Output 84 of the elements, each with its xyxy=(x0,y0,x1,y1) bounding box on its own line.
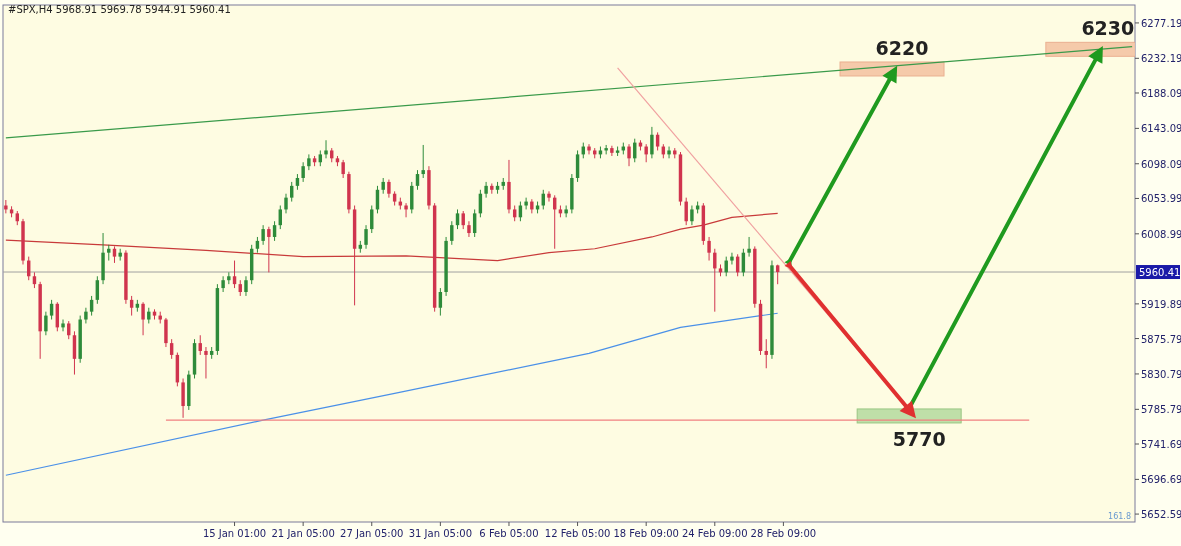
candlestick xyxy=(404,202,408,218)
candlestick xyxy=(181,378,185,419)
chart-title: #SPX,H4 5968.91 5969.78 5944.91 5960.41 xyxy=(8,4,231,15)
x-tick-label: 21 Jan 05:00 xyxy=(271,528,335,539)
candlestick xyxy=(421,144,425,179)
x-tick-label: 24 Feb 09:00 xyxy=(681,528,748,539)
candlestick xyxy=(364,224,368,250)
y-tick-label: 5785.79 xyxy=(1141,404,1181,416)
y-tick-label: 6143.09 xyxy=(1141,123,1181,135)
candlestick xyxy=(524,197,528,210)
candlestick xyxy=(290,181,294,203)
candlestick xyxy=(61,319,65,332)
candlestick xyxy=(4,199,8,214)
candlestick xyxy=(169,338,174,360)
y-tick-label: 5830.79 xyxy=(1141,368,1181,380)
candlestick xyxy=(284,193,288,214)
y-tick-label: 6053.99 xyxy=(1141,193,1181,205)
y-tick-label: 5696.69 xyxy=(1141,474,1181,486)
candlestick xyxy=(667,146,671,159)
candlestick xyxy=(261,224,265,246)
candlestick xyxy=(467,220,471,238)
candlestick xyxy=(301,161,305,183)
y-tick-label: 5741.69 xyxy=(1141,439,1181,451)
annotation: 6230 xyxy=(1081,17,1135,40)
candlestick xyxy=(564,205,568,218)
x-tick-label: 12 Feb 05:00 xyxy=(544,528,611,539)
y-tick-label: 6232.19 xyxy=(1141,53,1181,65)
candlestick xyxy=(690,205,694,226)
candlestick xyxy=(267,226,271,273)
candlestick xyxy=(655,131,660,151)
candlestick xyxy=(370,205,374,234)
candlestick xyxy=(341,159,345,179)
ref-line-label: 5960.41 xyxy=(1139,267,1181,279)
candlestick xyxy=(49,299,54,321)
candlestick xyxy=(67,320,71,340)
x-tick-label: 15 Jan 01:00 xyxy=(202,528,267,539)
candlestick xyxy=(244,275,248,297)
y-tick-label: 5652.59 xyxy=(1141,509,1181,521)
candlestick xyxy=(587,143,591,155)
candlestick xyxy=(541,189,545,210)
candlestick xyxy=(730,252,734,265)
line-series xyxy=(5,212,779,262)
candlestick xyxy=(95,275,100,305)
candlestick xyxy=(164,317,168,348)
candlestick xyxy=(307,153,311,171)
annotation: 161.8 xyxy=(1108,512,1131,521)
candlestick xyxy=(627,143,631,167)
candlestick xyxy=(415,169,420,191)
y-tick-label: 6188.09 xyxy=(1141,88,1181,99)
candlestick xyxy=(484,181,488,199)
candlestick xyxy=(455,208,460,230)
candlestick xyxy=(272,220,277,242)
y-tick-label: 5875.79 xyxy=(1141,333,1181,345)
candlestick xyxy=(547,190,551,203)
candlestick xyxy=(684,197,688,226)
y-tick-label: 6098.09 xyxy=(1141,158,1181,170)
candlestick xyxy=(450,220,454,246)
candlestick xyxy=(44,311,48,336)
y-tick-label: 5919.89 xyxy=(1141,298,1181,310)
x-tick-label: 28 Feb 09:00 xyxy=(750,528,817,539)
candlestick xyxy=(461,210,465,230)
candlestick xyxy=(644,143,648,163)
candlestick xyxy=(89,295,94,317)
candlestick xyxy=(650,126,654,159)
annotation: 5770 xyxy=(892,427,946,450)
x-tick-label: 6 Feb 05:00 xyxy=(479,528,539,539)
candlestick xyxy=(747,236,751,258)
annotation: 6220 xyxy=(875,36,929,59)
y-tick-label: 6277.19 xyxy=(1141,17,1181,29)
line-series xyxy=(5,312,779,476)
candlestick xyxy=(221,275,225,293)
y-tick-label: 6008.99 xyxy=(1141,228,1181,240)
candlestick xyxy=(610,145,614,157)
candlestick xyxy=(324,139,328,159)
candlestick xyxy=(204,346,208,379)
candlestick xyxy=(713,248,717,313)
candlestick xyxy=(764,338,768,369)
x-tick-label: 18 Feb 09:00 xyxy=(613,528,679,539)
candlestick xyxy=(387,179,391,199)
candlestick xyxy=(472,208,477,238)
candlestick xyxy=(707,236,711,262)
x-tick-label: 31 Jan 05:00 xyxy=(408,528,473,539)
x-tick-label: 27 Jan 05:00 xyxy=(340,528,404,539)
candlestick xyxy=(141,301,145,336)
